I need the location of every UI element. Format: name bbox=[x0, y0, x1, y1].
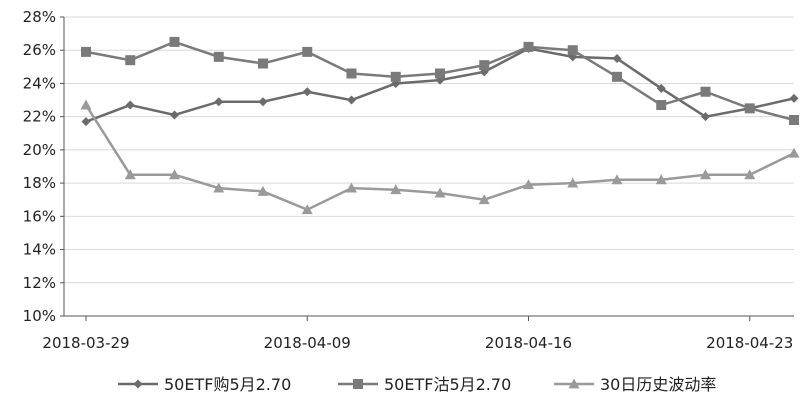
data-point bbox=[302, 46, 313, 57]
gridlines bbox=[64, 16, 794, 284]
data-point bbox=[347, 95, 356, 105]
y-tick-label: 14% bbox=[23, 241, 56, 259]
data-point bbox=[258, 97, 268, 107]
data-point bbox=[789, 93, 799, 103]
legend-label: 50ETF购5月2.70 bbox=[164, 375, 291, 394]
data-point bbox=[567, 177, 579, 188]
data-point bbox=[346, 68, 357, 79]
data-point bbox=[169, 169, 180, 180]
data-point bbox=[301, 204, 313, 215]
data-point bbox=[214, 97, 224, 107]
data-point bbox=[612, 71, 622, 82]
data-point bbox=[125, 100, 135, 110]
y-tick-label: 18% bbox=[23, 174, 56, 192]
data-point bbox=[390, 184, 402, 195]
data-point bbox=[612, 54, 622, 64]
data-point bbox=[479, 60, 490, 71]
data-point bbox=[302, 87, 312, 97]
data-point bbox=[124, 169, 136, 180]
y-tick-label: 24% bbox=[23, 74, 56, 92]
legend: 50ETF购5月2.70 50ETF沽5月2.70 30日历史波动率 bbox=[118, 375, 716, 394]
series-1 bbox=[81, 44, 799, 127]
legend-label: 30日历史波动率 bbox=[600, 375, 716, 394]
data-point bbox=[213, 51, 224, 62]
data-point bbox=[478, 194, 490, 205]
legend-entry: 50ETF沽5月2.70 bbox=[338, 375, 511, 394]
data-point bbox=[434, 187, 446, 198]
data-point bbox=[567, 45, 578, 56]
legend-entry: 50ETF购5月2.70 bbox=[118, 375, 291, 394]
y-axis: 10% 12% 14% 16% 18% 20% 22% 24% 26% 28% bbox=[23, 8, 65, 325]
x-tick-label: 2018-04-09 bbox=[264, 334, 351, 352]
data-point bbox=[213, 182, 225, 193]
data-point bbox=[655, 174, 667, 185]
data-point bbox=[169, 36, 180, 47]
series-layer bbox=[80, 36, 800, 215]
data-point bbox=[700, 86, 711, 97]
data-point bbox=[170, 110, 179, 120]
data-point bbox=[81, 117, 91, 127]
data-point bbox=[523, 179, 534, 190]
data-point bbox=[701, 112, 710, 122]
data-point bbox=[656, 83, 666, 93]
y-tick-label: 22% bbox=[23, 108, 56, 126]
data-point bbox=[744, 103, 755, 114]
legend-marker bbox=[133, 379, 143, 389]
y-tick-label: 12% bbox=[23, 274, 56, 292]
data-point bbox=[258, 58, 268, 69]
series-2 bbox=[81, 36, 799, 125]
data-point bbox=[125, 55, 136, 66]
data-point bbox=[744, 169, 756, 180]
legend-entry: 30日历史波动率 bbox=[554, 375, 716, 394]
data-point bbox=[656, 100, 667, 111]
data-point bbox=[523, 41, 534, 52]
series-3 bbox=[80, 99, 800, 215]
y-tick-label: 26% bbox=[23, 41, 56, 59]
x-axis: 2018-03-29 2018-04-09 2018-04-16 2018-04-23 bbox=[42, 315, 794, 352]
data-point bbox=[789, 114, 799, 125]
data-point bbox=[435, 68, 445, 79]
y-tick-label: 16% bbox=[23, 207, 56, 225]
data-point bbox=[80, 99, 92, 110]
data-point bbox=[81, 46, 91, 57]
data-point bbox=[390, 71, 401, 82]
data-point bbox=[346, 182, 357, 193]
y-tick-label: 10% bbox=[23, 307, 56, 325]
data-point bbox=[257, 185, 269, 196]
series-line bbox=[85, 47, 795, 123]
data-point bbox=[700, 169, 711, 180]
data-point bbox=[788, 147, 800, 158]
y-tick-label: 28% bbox=[23, 8, 56, 26]
x-tick-label: 2018-04-23 bbox=[706, 334, 793, 352]
legend-label: 50ETF沽5月2.70 bbox=[384, 375, 511, 394]
legend-marker bbox=[568, 378, 580, 389]
x-tick-label: 2018-04-16 bbox=[485, 334, 572, 352]
data-point bbox=[611, 174, 623, 185]
legend-marker bbox=[353, 379, 363, 389]
y-tick-label: 20% bbox=[23, 141, 56, 159]
x-tick-label: 2018-03-29 bbox=[42, 334, 129, 352]
